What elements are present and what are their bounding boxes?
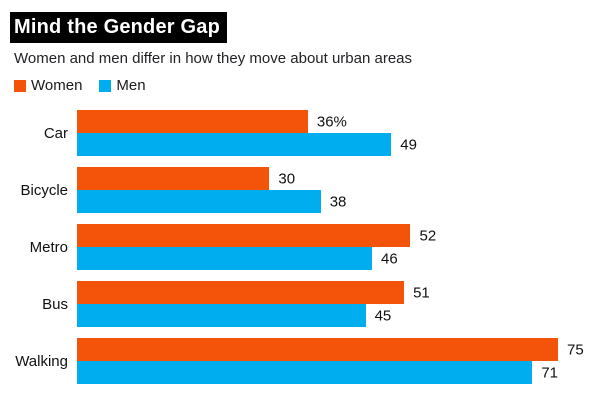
bar-men: 46: [77, 247, 398, 270]
bar-women: 52: [77, 224, 436, 247]
legend-label-men: Men: [116, 77, 146, 94]
men-swatch: [99, 79, 112, 92]
value-label-women: 51: [413, 284, 430, 301]
category-row: Bus 51 45: [10, 281, 605, 327]
chart-title: Mind the Gender Gap: [10, 12, 228, 43]
legend-label-women: Women: [31, 77, 83, 94]
bars-area: Car 36% 49 Bicycle 30 38 Metro 52: [10, 110, 605, 384]
bar-group: 52 46: [77, 224, 558, 270]
value-label-men: 46: [381, 250, 398, 267]
value-label-women: 75: [567, 341, 584, 358]
bar-women: 51: [77, 281, 430, 304]
legend: Women Men: [14, 77, 605, 94]
bar-men: 45: [77, 304, 391, 327]
value-label-men: 49: [400, 136, 417, 153]
category-row: Walking 75 71: [10, 338, 605, 384]
bar-women: 75: [77, 338, 584, 361]
bar-group: 36% 49: [77, 110, 558, 156]
category-label: Metro: [29, 238, 68, 256]
value-label-women: 30: [278, 170, 296, 187]
bar-group: 51 45: [77, 281, 558, 327]
value-label-men: 45: [374, 307, 392, 324]
category-label: Car: [43, 124, 68, 142]
title-wrap: Mind the Gender Gap: [10, 12, 605, 43]
category-label: Walking: [15, 352, 68, 370]
legend-item-women: Women: [14, 77, 82, 94]
bar-group: 30 38: [77, 167, 558, 213]
bar-men: 49: [77, 133, 417, 156]
bar-men: 71: [77, 361, 558, 384]
category-row: Metro 52 46: [10, 224, 605, 270]
value-label-men: 38: [329, 193, 347, 210]
legend-item-men: Men: [99, 77, 146, 94]
bar-men: 38: [77, 190, 346, 213]
value-label-men: 71: [541, 364, 559, 381]
bar-group: 75 71: [77, 338, 584, 384]
women-swatch: [14, 79, 26, 92]
category-row: Car 36% 49: [10, 110, 605, 156]
chart-subtitle: Women and men differ in how they move ab…: [14, 50, 413, 67]
bar-women: 36%: [77, 110, 347, 133]
category-row: Bicycle 30 38: [10, 167, 605, 213]
value-label-women: 36%: [316, 113, 347, 130]
category-label: Bus: [42, 295, 68, 313]
category-label: Bicycle: [20, 181, 68, 199]
bar-women: 30: [77, 167, 295, 190]
value-label-women: 52: [419, 227, 437, 244]
